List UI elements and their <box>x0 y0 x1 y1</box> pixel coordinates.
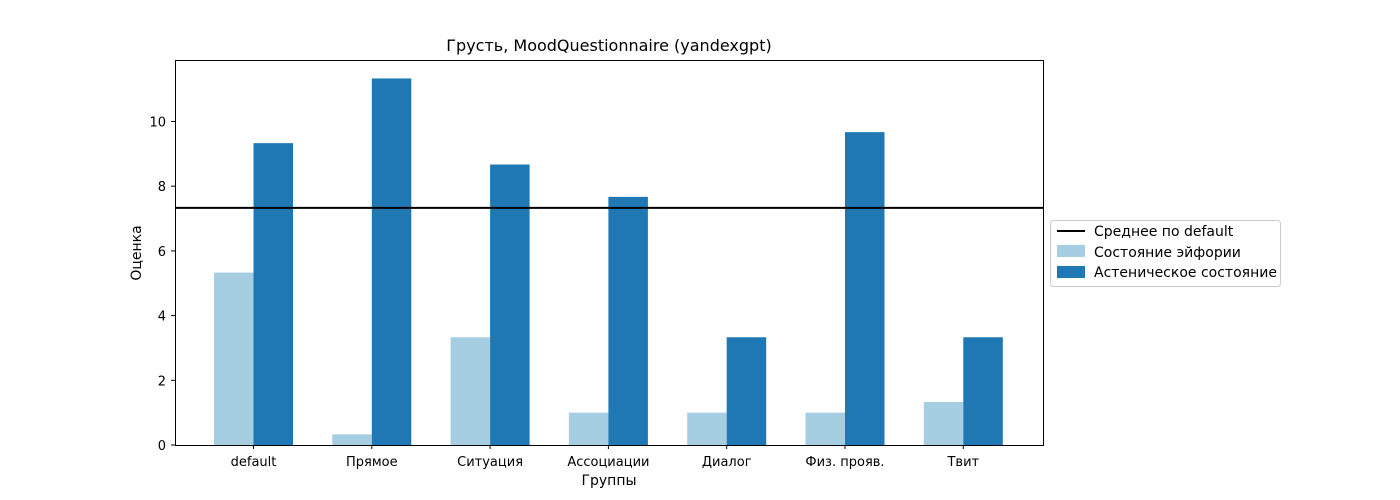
y-tick-label-0: 0 <box>158 439 166 454</box>
bar-euphoria-2 <box>450 337 491 445</box>
y-tick-label-10: 10 <box>149 115 166 130</box>
x-tick-label-2: Ситуация <box>457 455 523 470</box>
bar-asthenic-5 <box>845 132 885 445</box>
y-axis: 0 2 4 6 8 10 <box>149 115 175 454</box>
x-tick-label-4: Диалог <box>702 455 752 470</box>
legend-box <box>1050 220 1281 287</box>
bar-euphoria-5 <box>805 412 845 445</box>
legend-swatch-euphoria <box>1057 245 1085 257</box>
bar-euphoria-1 <box>332 434 372 445</box>
bars-layer <box>214 78 1003 446</box>
legend-label-euphoria: Состояние эйфории <box>1094 245 1241 261</box>
y-tick-label-4: 4 <box>158 310 166 325</box>
bar-asthenic-4 <box>726 337 767 445</box>
plot-frame <box>175 60 1044 446</box>
legend-label-reference: Среднее по default <box>1094 224 1234 240</box>
x-tick-label-3: Ассоциации <box>567 455 649 470</box>
legend: Среднее по default Состояние эйфории Аст… <box>1050 220 1281 287</box>
x-tick-label-1: Прямое <box>346 455 398 470</box>
y-tick-label-2: 2 <box>158 374 166 389</box>
bar-euphoria-6 <box>923 401 964 445</box>
y-tick-label-8: 8 <box>158 180 166 195</box>
bar-asthenic-3 <box>608 196 648 445</box>
legend-swatch-asthenic <box>1057 266 1085 278</box>
bar-euphoria-3 <box>568 412 609 445</box>
legend-label-asthenic: Астеническое состояние <box>1094 265 1277 281</box>
y-tick-label-6: 6 <box>158 245 166 260</box>
bar-asthenic-1 <box>371 78 412 446</box>
bar-euphoria-0 <box>214 272 254 445</box>
bar-euphoria-4 <box>687 412 727 445</box>
bar-asthenic-6 <box>963 337 1003 445</box>
bar-asthenic-2 <box>490 164 530 445</box>
x-tick-label-6: Твит <box>946 455 979 470</box>
y-axis-label: Оценка <box>129 225 145 280</box>
x-tick-label-5: Физ. прояв. <box>805 455 884 470</box>
x-axis-label: Группы <box>581 473 636 489</box>
bar-asthenic-0 <box>253 143 293 445</box>
x-axis: default Прямое Ситуация Ассоциации Диалог Физ… <box>231 445 980 470</box>
x-tick-label-0: default <box>231 455 277 470</box>
chart-title: Грусть, MoodQuestionnaire (yandexgpt) <box>446 36 771 55</box>
